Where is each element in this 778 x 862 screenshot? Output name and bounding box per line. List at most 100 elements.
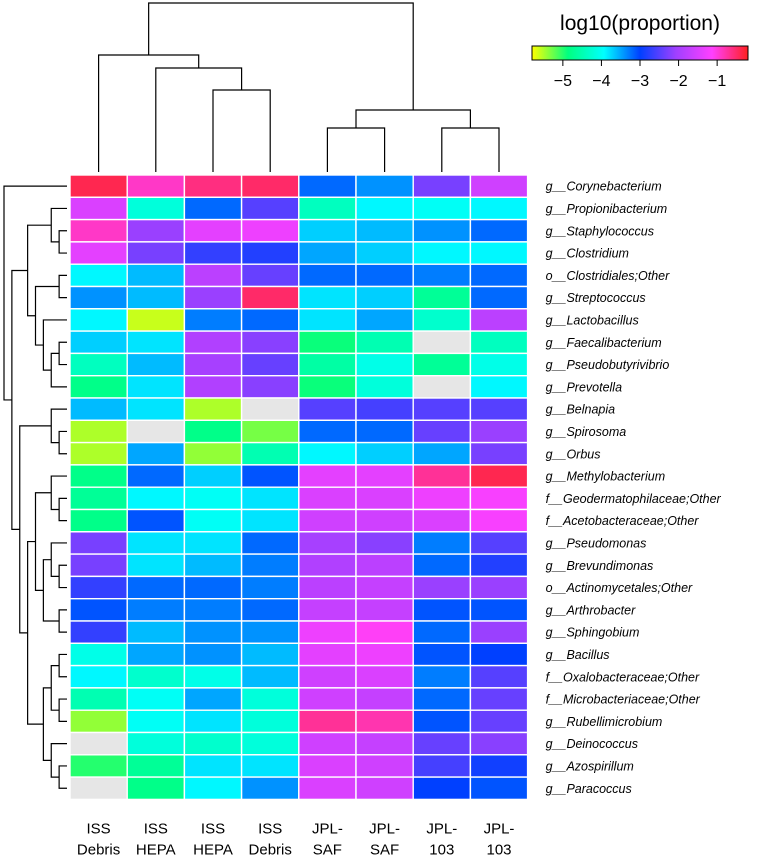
heatmap-cell — [298, 441, 357, 466]
heatmap-cell — [69, 241, 128, 265]
column-label: ISS — [258, 820, 282, 837]
heatmap-cell — [469, 352, 529, 377]
heatmap-cell — [298, 464, 357, 488]
heatmap-cell — [126, 196, 186, 221]
row-label: g__Orbus — [546, 447, 601, 461]
column-label: SAF — [370, 841, 399, 858]
heatmap-cell — [69, 598, 128, 622]
heatmap-cell — [412, 731, 472, 756]
heatmap-cell — [355, 642, 414, 667]
heatmap-cell — [469, 330, 529, 355]
heatmap-cell — [126, 598, 186, 622]
column-label: Debris — [249, 841, 292, 858]
heatmap-cell — [126, 464, 186, 488]
heatmap-cell — [183, 352, 243, 377]
heatmap-cell — [183, 776, 243, 801]
heatmap-cell — [469, 642, 529, 667]
heatmap-cell — [298, 642, 357, 667]
row-label: f__Oxalobacteraceae;Other — [546, 670, 700, 684]
heatmap-cell — [355, 486, 414, 511]
heatmap-cell — [469, 709, 529, 734]
heatmap-cell — [469, 620, 529, 644]
heatmap-cell — [240, 397, 300, 421]
dendrogram-branch — [326, 127, 386, 172]
heatmap-cell — [469, 397, 529, 421]
heatmap-cell — [298, 754, 357, 778]
heatmap-cell — [69, 464, 128, 488]
heatmap-cell — [412, 419, 472, 444]
row-labels: g__Corynebacterium g__Propionibacterium g_… — [546, 180, 722, 796]
color-legend: log10(proportion) −5 −4 −3 −2 −1 — [531, 12, 749, 90]
heatmap-cell — [469, 218, 529, 243]
heatmap-cell — [69, 553, 128, 578]
heatmap-cell — [69, 174, 128, 198]
heatmap-cell — [126, 174, 186, 198]
heatmap-cell — [412, 241, 472, 265]
heatmap-cell — [298, 308, 357, 332]
heatmap-cell — [69, 419, 128, 444]
heatmap-cell — [469, 174, 529, 198]
heatmap-cell — [183, 196, 243, 221]
heatmap-cell — [298, 218, 357, 243]
dendrogram-branch — [42, 687, 52, 761]
heatmap-cell — [355, 709, 414, 734]
dendrogram-branch — [34, 285, 60, 346]
heatmap-cell — [412, 531, 472, 555]
heatmap-cell — [355, 218, 414, 243]
heatmap-cell — [240, 664, 300, 689]
heatmap-cell — [183, 419, 243, 444]
heatmap-cell — [126, 776, 186, 801]
heatmap-cell — [355, 196, 414, 221]
heatmap-cell — [126, 754, 186, 778]
heatmap-cell — [412, 709, 472, 734]
heatmap-cell — [355, 598, 414, 622]
heatmap-cell — [355, 754, 414, 778]
heatmap-cell — [183, 375, 243, 399]
heatmap-cell — [355, 352, 414, 377]
row-label: g__Pseudomonas — [546, 536, 647, 550]
heatmap-cell — [469, 575, 529, 600]
row-label: g__Bacillus — [546, 648, 610, 662]
heatmap-cell — [298, 508, 357, 533]
heatmap-cell — [69, 285, 128, 310]
heatmap-cell — [183, 397, 243, 421]
heatmap-cell — [355, 464, 414, 488]
dendrogram-branch — [58, 341, 67, 366]
heatmap-cell — [469, 486, 529, 511]
dendrogram-branch — [148, 2, 414, 110]
heatmap-cell — [126, 486, 186, 511]
heatmap-cell — [412, 464, 472, 488]
column-label: ISS — [87, 820, 111, 837]
row-label: g__Deinococcus — [546, 737, 638, 751]
heatmap-cell — [69, 531, 128, 555]
heatmap-cell — [469, 754, 529, 778]
row-label: f__Microbacteriaceae;Other — [546, 693, 701, 707]
heatmap-cell — [298, 620, 357, 644]
heatmap-cell — [412, 664, 472, 689]
heatmap-cell — [126, 419, 186, 444]
heatmap-cell — [126, 330, 186, 355]
heatmap-cells — [69, 174, 529, 801]
heatmap-cell — [240, 218, 300, 243]
row-dendrogram — [3, 185, 67, 789]
heatmap-cell — [298, 263, 357, 288]
heatmap-cell — [183, 598, 243, 622]
heatmap-cell — [69, 218, 128, 243]
heatmap-cell — [412, 642, 472, 667]
heatmap-cell — [183, 664, 243, 689]
column-label: JPL- — [426, 820, 457, 837]
heatmap-cell — [298, 397, 357, 421]
heatmap-cell — [355, 620, 414, 644]
heatmap-cell — [412, 397, 472, 421]
heatmap-cell — [183, 508, 243, 533]
dendrogram-branch — [441, 127, 500, 172]
heatmap-cell — [298, 709, 357, 734]
heatmap-cell — [183, 553, 243, 578]
row-label: g__Azospirillum — [546, 759, 634, 773]
heatmap-cell — [126, 508, 186, 533]
heatmap-cell — [469, 508, 529, 533]
heatmap-cell — [355, 330, 414, 355]
dendrogram-branch — [212, 89, 271, 172]
heatmap-cell — [412, 598, 472, 622]
legend-title: log10(proportion) — [560, 12, 720, 35]
